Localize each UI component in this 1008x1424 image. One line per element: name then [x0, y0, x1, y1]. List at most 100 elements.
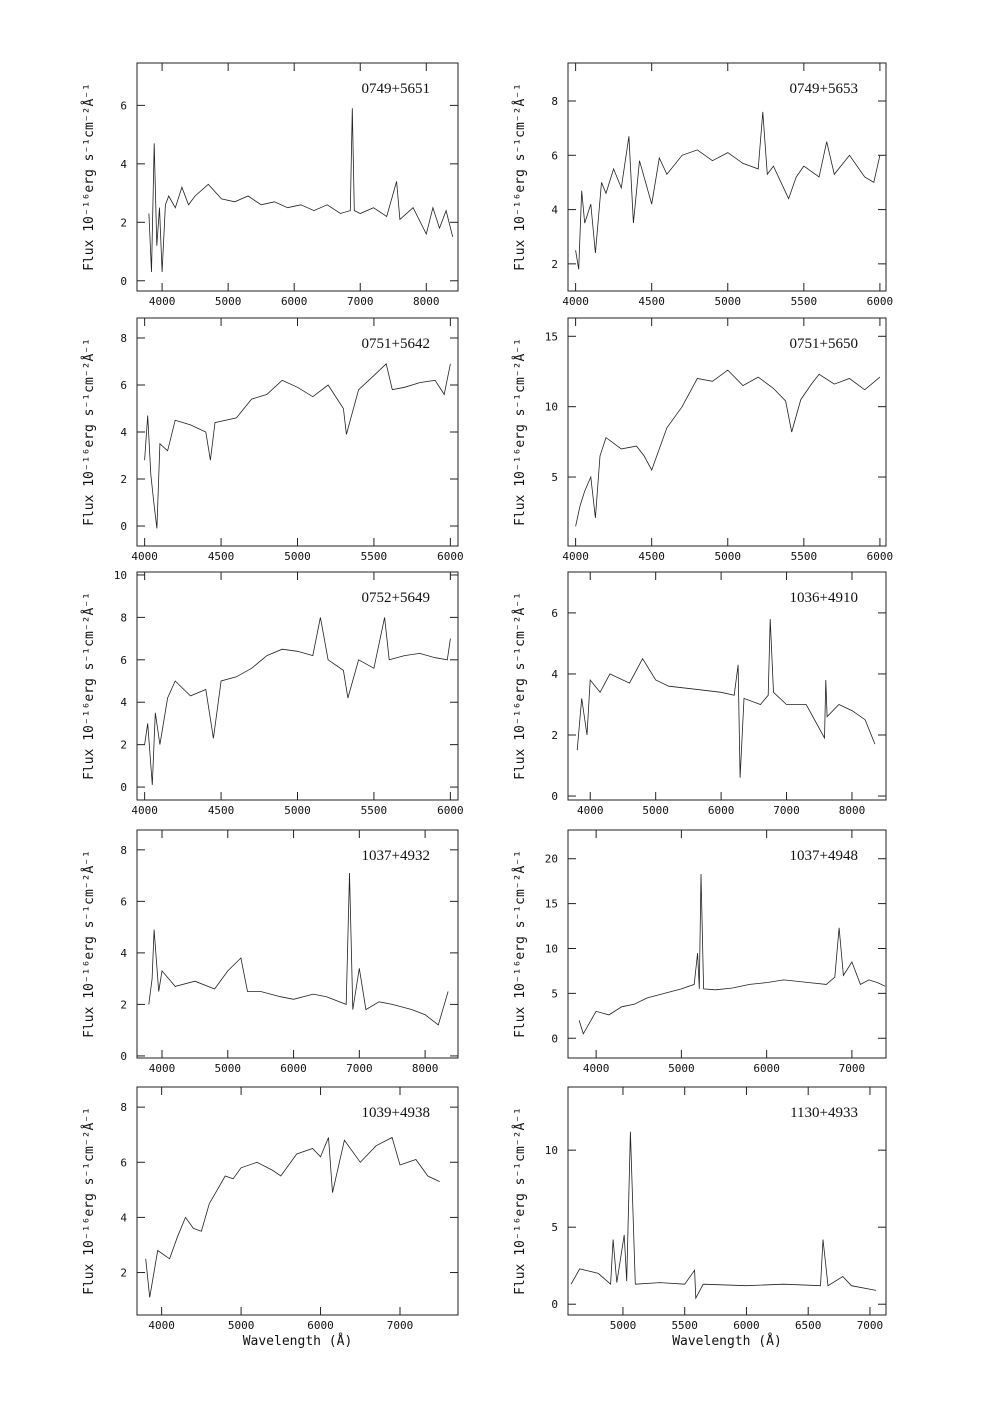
x-tick-label: 7000	[347, 295, 374, 308]
x-tick-label: 5000	[715, 550, 742, 563]
y-axis-label: Flux 10⁻¹⁶erg s⁻¹cm⁻²Å⁻¹	[512, 592, 528, 780]
x-tick-label: 5000	[284, 550, 311, 563]
x-tick-label: 6000	[437, 550, 464, 563]
y-tick-label: 4	[120, 947, 127, 960]
x-tick-label: 5000	[284, 804, 311, 817]
x-tick-label: 4000	[149, 1062, 176, 1075]
x-tick-label: 4000	[583, 1062, 610, 1075]
x-tick-label: 7000	[387, 1319, 414, 1332]
plot-frame	[567, 829, 887, 1059]
y-axis-label: Flux 10⁻¹⁶erg s⁻¹cm⁻²Å⁻¹	[512, 83, 528, 271]
y-tick-label: 6	[551, 607, 558, 620]
y-axis-label: Flux 10⁻¹⁶erg s⁻¹cm⁻²Å⁻¹	[81, 338, 97, 526]
y-tick-label: 0	[551, 790, 558, 803]
y-axis-label: Flux 10⁻¹⁶erg s⁻¹cm⁻²Å⁻¹	[512, 1107, 528, 1295]
panel-title: 0749+5653	[790, 81, 858, 97]
x-tick-label: 6000	[708, 804, 735, 817]
y-tick-label: 2	[120, 216, 127, 229]
y-tick-label: 2	[120, 998, 127, 1011]
plot-frame	[567, 571, 887, 801]
spectrum-line	[570, 1131, 877, 1300]
plot-frame	[136, 317, 459, 547]
x-tick-label: 8000	[413, 295, 440, 308]
x-tick-label: 5000	[715, 295, 742, 308]
x-tick-label: 4000	[149, 295, 176, 308]
y-tick-label: 4	[120, 696, 127, 709]
y-tick-label: 4	[120, 158, 127, 171]
x-tick-label: 7000	[857, 1319, 884, 1332]
x-tick-label: 6000	[867, 295, 894, 308]
plot-frame	[567, 317, 887, 547]
y-tick-label: 8	[551, 95, 558, 108]
plot-frame	[136, 571, 459, 801]
y-axis-label: Flux 10⁻¹⁶erg s⁻¹cm⁻²Å⁻¹	[81, 592, 97, 780]
y-tick-label: 0	[120, 275, 127, 288]
y-tick-label: 6	[120, 895, 127, 908]
spectrum-line	[578, 873, 886, 1035]
y-tick-label: 5	[551, 987, 558, 1000]
y-tick-label: 10	[545, 1144, 558, 1157]
x-tick-label: 8000	[839, 804, 866, 817]
x-tick-label: 4000	[131, 550, 158, 563]
x-tick-label: 4500	[638, 550, 665, 563]
spectrum-line	[575, 369, 881, 527]
y-tick-label: 10	[545, 942, 558, 955]
plot-frame	[136, 62, 459, 292]
y-tick-label: 0	[120, 520, 127, 533]
x-tick-label: 5500	[361, 550, 388, 563]
y-tick-label: 4	[551, 204, 558, 217]
x-tick-label: 5000	[610, 1319, 637, 1332]
x-tick-label: 5500	[671, 1319, 698, 1332]
x-tick-label: 5000	[215, 1062, 242, 1075]
x-tick-label: 4000	[577, 804, 604, 817]
y-tick-label: 15	[545, 330, 558, 343]
y-tick-label: 0	[551, 1298, 558, 1311]
y-tick-label: 10	[114, 569, 127, 582]
panel-title: 0752+5649	[362, 590, 430, 606]
panel-title: 0751+5650	[790, 336, 858, 352]
x-tick-label: 5500	[791, 550, 818, 563]
y-tick-label: 6	[120, 654, 127, 667]
panel-title: 1037+4948	[790, 848, 858, 864]
plot-frame	[567, 1086, 887, 1316]
spectrum-line	[144, 363, 451, 529]
x-axis-label: Wavelength (Å)	[672, 1333, 782, 1349]
y-axis-label: Flux 10⁻¹⁶erg s⁻¹cm⁻²Å⁻¹	[512, 850, 528, 1038]
x-tick-label: 4000	[131, 804, 158, 817]
plot-frame	[567, 62, 887, 292]
y-tick-label: 8	[120, 332, 127, 345]
panel-title: 1036+4910	[790, 590, 858, 606]
x-tick-label: 6000	[280, 1062, 307, 1075]
y-tick-label: 2	[120, 739, 127, 752]
panel-title: 1130+4933	[790, 1105, 858, 1121]
x-tick-label: 6000	[307, 1319, 334, 1332]
x-tick-label: 6000	[753, 1062, 780, 1075]
y-tick-label: 8	[120, 844, 127, 857]
x-tick-label: 6000	[281, 295, 308, 308]
y-tick-label: 2	[551, 258, 558, 271]
x-tick-label: 4000	[562, 295, 589, 308]
plot-frame	[136, 1086, 459, 1316]
x-axis-label: Wavelength (Å)	[243, 1333, 353, 1349]
x-tick-label: 6000	[733, 1319, 760, 1332]
y-axis-label: Flux 10⁻¹⁶erg s⁻¹cm⁻²Å⁻¹	[81, 1107, 97, 1295]
x-tick-label: 5000	[668, 1062, 695, 1075]
x-tick-label: 5000	[642, 804, 669, 817]
y-tick-label: 10	[545, 401, 558, 414]
y-tick-label: 0	[551, 1032, 558, 1045]
y-tick-label: 4	[551, 668, 558, 681]
y-tick-label: 15	[545, 898, 558, 911]
panel-title: 0749+5651	[362, 81, 430, 97]
x-tick-label: 4000	[562, 550, 589, 563]
y-tick-label: 2	[120, 473, 127, 486]
y-tick-label: 0	[120, 1050, 127, 1063]
x-tick-label: 8000	[412, 1062, 439, 1075]
x-tick-label: 7000	[346, 1062, 373, 1075]
y-axis-label: Flux 10⁻¹⁶erg s⁻¹cm⁻²Å⁻¹	[512, 338, 528, 526]
spectrum-line	[576, 618, 876, 778]
x-tick-label: 6500	[795, 1319, 822, 1332]
y-tick-label: 4	[120, 1211, 127, 1224]
plot-frame	[136, 829, 459, 1059]
x-tick-label: 6000	[437, 804, 464, 817]
